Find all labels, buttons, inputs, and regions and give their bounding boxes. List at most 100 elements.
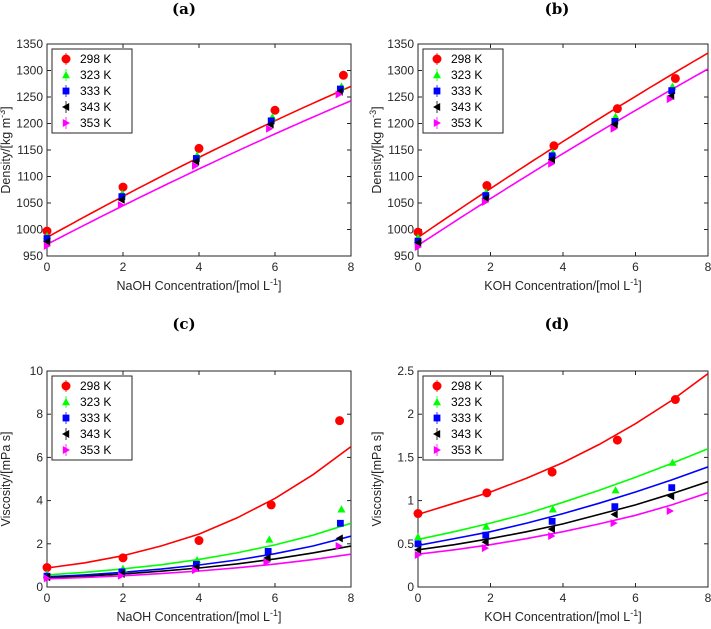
data-point-353-K xyxy=(548,159,556,168)
chart-panel-1: (a) 0 2 4 6 8 950 1000 1050 1100 1150 1200 1250 1300 1… xyxy=(0,0,355,293)
x-axis-label: KOH Concentration/[mol L-1] xyxy=(484,608,641,624)
legend-entry: 333 K xyxy=(451,84,482,98)
data-point-353-K xyxy=(43,574,51,583)
legend-entry: 353 K xyxy=(80,116,111,130)
legend-marker xyxy=(62,103,70,111)
x-tick-label: 0 xyxy=(44,260,51,274)
legend-entry: 333 K xyxy=(80,84,111,98)
data-point-333-K xyxy=(668,87,676,95)
fit-line-343-K xyxy=(418,480,708,551)
legend-marker xyxy=(62,119,70,127)
y-tick-label: 1300 xyxy=(387,64,414,78)
y-tick-label: 950 xyxy=(23,249,43,263)
data-point-333-K xyxy=(118,193,126,201)
y-axis-label: Viscosity/[mPa s] xyxy=(0,432,13,527)
legend-entry: 333 K xyxy=(451,411,482,425)
fit-line-298-K xyxy=(418,372,708,516)
legend-entry: 353 K xyxy=(80,443,111,457)
data-point-343-K xyxy=(43,237,51,246)
data-point-343-K xyxy=(414,238,422,247)
data-point-353-K xyxy=(610,519,618,528)
data-point-343-K xyxy=(266,120,274,129)
y-axis-label: Density/[kg m-3] xyxy=(0,106,13,193)
data-point-343-K xyxy=(335,534,343,543)
legend-marker xyxy=(62,414,70,422)
data-point-353-K xyxy=(666,95,674,104)
data-point-333-K xyxy=(482,192,490,199)
data-point-353-K xyxy=(335,541,343,550)
legend-entry: 298 K xyxy=(80,52,111,66)
panel-label: (b) xyxy=(545,0,570,18)
legend-entry: 323 K xyxy=(80,395,111,409)
data-point-333-K xyxy=(668,484,676,492)
data-point-353-K xyxy=(192,161,200,170)
y-tick-label: 1350 xyxy=(16,37,43,51)
data-point-298-K xyxy=(194,536,204,546)
x-axis-label: KOH Concentration/[mol L-1] xyxy=(484,277,641,293)
legend-marker xyxy=(433,430,441,438)
data-point-333-K xyxy=(336,519,344,527)
fit-line-323-K xyxy=(418,448,708,541)
x-axis-label: NaOH Concentration/[mol L-1] xyxy=(116,277,281,293)
data-point-353-K xyxy=(481,197,490,206)
data-point-333-K xyxy=(548,152,556,160)
y-tick-label: 1050 xyxy=(387,196,414,210)
panel-label: (a) xyxy=(172,0,196,18)
data-point-353-K xyxy=(43,241,51,250)
y-tick-label: 0.5 xyxy=(397,537,414,551)
data-point-298-K xyxy=(547,467,557,477)
x-tick-label: 0 xyxy=(44,591,51,605)
y-tick-label: 6 xyxy=(36,450,43,464)
y-tick-label: 1150 xyxy=(17,143,43,157)
data-point-333-K xyxy=(267,117,275,125)
data-point-343-K xyxy=(547,155,555,164)
data-point-353-K xyxy=(414,242,422,251)
data-point-333-K xyxy=(611,503,619,511)
data-point-353-K xyxy=(117,571,126,580)
fit-line-298-K xyxy=(47,445,351,569)
x-tick-label: 4 xyxy=(196,591,203,605)
data-point-333-K xyxy=(192,155,200,162)
legend-marker xyxy=(62,87,70,95)
x-tick-label: 2 xyxy=(487,591,494,605)
data-point-353-K xyxy=(263,558,271,567)
data-point-323-K xyxy=(265,535,274,543)
data-point-323-K xyxy=(611,486,620,494)
data-point-298-K xyxy=(270,105,280,115)
legend-marker xyxy=(433,71,441,79)
legend-marker xyxy=(433,103,441,111)
x-tick-label: 8 xyxy=(705,260,711,274)
y-tick-label: 2 xyxy=(36,537,43,551)
data-point-333-K xyxy=(264,547,272,555)
chart-panel-3: (c) 0 2 4 6 8 0 2 4 6 8 10 NaOH Concentration/[mol L… xyxy=(0,315,355,624)
data-point-298-K xyxy=(338,70,348,80)
fit-line-323-K xyxy=(47,522,351,576)
data-point-333-K xyxy=(611,117,619,125)
y-tick-label: 1250 xyxy=(16,90,43,104)
data-point-333-K xyxy=(548,517,556,525)
data-point-353-K xyxy=(192,566,200,575)
y-tick-label: 0 xyxy=(36,580,43,594)
y-tick-label: 1150 xyxy=(388,143,414,157)
x-tick-label: 8 xyxy=(348,260,355,274)
legend-entry: 333 K xyxy=(80,411,111,425)
legend-marker xyxy=(62,71,70,79)
legend-marker xyxy=(433,398,441,406)
data-point-353-K xyxy=(610,124,618,133)
y-tick-label: 1300 xyxy=(16,64,43,78)
legend-marker xyxy=(432,54,442,64)
legend-entry: 353 K xyxy=(451,443,482,457)
x-tick-label: 6 xyxy=(632,591,639,605)
y-tick-label: 2.5 xyxy=(397,364,414,378)
y-tick-label: 1100 xyxy=(388,170,414,184)
legend-marker xyxy=(62,398,70,406)
fit-line-353-K xyxy=(418,492,708,555)
x-tick-label: 4 xyxy=(560,591,567,605)
y-tick-label: 1050 xyxy=(16,196,43,210)
data-point-333-K xyxy=(192,560,200,568)
x-tick-label: 8 xyxy=(705,591,711,605)
data-point-323-K xyxy=(668,458,677,466)
x-tick-label: 0 xyxy=(415,591,422,605)
y-axis-label: Density/[kg m-3] xyxy=(368,106,384,193)
